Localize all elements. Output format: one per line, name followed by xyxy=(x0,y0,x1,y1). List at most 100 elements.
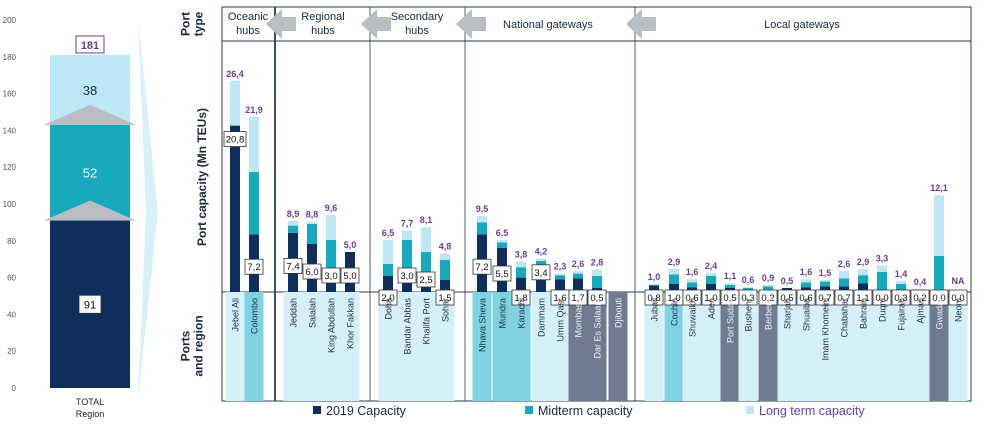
port-band-dar-es-salaam xyxy=(587,292,607,401)
row-label-capacity: Port capacity (Mn TEUs) xyxy=(195,108,209,246)
total-label-sohar: 4,8 xyxy=(439,242,452,252)
value2019-label-chabahar: 0,7 xyxy=(837,293,850,304)
port-type-header: National gateways xyxy=(503,19,593,31)
legend-label: Long term capacity xyxy=(759,404,865,418)
value2019-box-shuwaikh xyxy=(682,289,702,306)
bar-jeddah-midterm xyxy=(288,225,298,233)
port-band-cochin xyxy=(664,292,684,401)
port-band-imam-khomeini xyxy=(815,292,835,401)
bar-mundra-longterm xyxy=(497,240,507,243)
port-band-shuwaikh xyxy=(682,292,702,401)
value2019-label-sohar: 1,5 xyxy=(438,293,451,304)
port-band-djibouti xyxy=(608,292,628,401)
bar-bushehr-longterm xyxy=(743,287,753,288)
port-band-gwadar xyxy=(929,292,949,401)
port-name-aden: Aden xyxy=(707,298,717,319)
value2019-label-duqm: 0,0 xyxy=(875,293,888,304)
port-band-aden xyxy=(701,292,721,401)
port-type-header: Local gateways xyxy=(764,19,840,31)
value2019-label-dammam: 3,4 xyxy=(534,268,547,279)
port-name-imam-khomeini: Imam Khomeini xyxy=(821,298,831,361)
bar-nhava-sheva-longterm xyxy=(477,216,487,223)
legend-swatch xyxy=(746,406,754,414)
bar-colombo-midterm xyxy=(249,172,259,235)
total-label-umm-qasr: 2,3 xyxy=(554,262,567,272)
port-band-king-abdullah xyxy=(321,292,341,401)
total-ytick-label: 60 xyxy=(7,274,16,283)
port-name-sohar: Sohar xyxy=(441,298,451,322)
bar-karachi-midterm xyxy=(516,267,526,278)
bar-bandar-abbas-midterm xyxy=(402,240,412,268)
value2019-label-sharjah: 0,5 xyxy=(780,293,793,304)
port-band-umm-qasr xyxy=(550,292,570,401)
value2019-box-imam-khomeini xyxy=(815,289,835,306)
total-label-duqm: 3,3 xyxy=(876,254,889,264)
total-segment-label: 91 xyxy=(84,299,96,311)
value2019-box-duqm xyxy=(872,289,892,306)
total-label-dammam: 4,2 xyxy=(535,246,548,256)
legend-swatch xyxy=(525,406,533,414)
value2019-box-bandar-abbas xyxy=(397,267,417,284)
value2019-label-mundra: 5,5 xyxy=(495,269,508,280)
bar-doha-longterm xyxy=(383,240,393,264)
bar-aden-midterm xyxy=(706,276,716,284)
total-ytick-label: 120 xyxy=(3,163,17,172)
port-name-salalah: Salalah xyxy=(308,298,318,328)
value2019-box-salalah xyxy=(302,263,322,280)
port-name-neom: Neom xyxy=(954,298,964,322)
port-name-sharjah: Sharjah xyxy=(783,298,793,329)
bar-doha-midterm xyxy=(383,264,393,276)
value2019-label-bandar-abbas: 3,0 xyxy=(400,271,413,282)
bar-imam-khomeini-midterm xyxy=(820,281,830,287)
bar-bandar-abbas-longterm xyxy=(402,230,412,240)
port-type-header: Oceanic hubs xyxy=(228,11,269,37)
bar-berbera-midterm xyxy=(763,286,773,291)
bar-port-sudan-midterm xyxy=(725,284,735,288)
bar-bahrain-longterm xyxy=(858,268,868,276)
value2019-label-bushehr: 0,3 xyxy=(741,293,754,304)
port-name-mundra: Mundra xyxy=(498,298,508,329)
value2019-box-jeddah xyxy=(283,257,303,274)
value2019-label-gwadar: 0,0 xyxy=(932,293,945,304)
value2019-label-dar-es-salaam: 0,5 xyxy=(590,293,603,304)
port-value-labels: 26,4 20,8 21,9 7,2 8,9 7,4 8,8 6,0 9,6 3,0 5,0 5,0 6… xyxy=(223,69,968,306)
port-name-jeddah: Jeddah xyxy=(289,298,299,328)
value2019-label-shuaiba: 0,6 xyxy=(799,293,812,304)
total-label-king-abdullah: 9,6 xyxy=(325,203,338,213)
bar-mombasa-midterm xyxy=(573,273,583,279)
value2019-label-cochin: 1,0 xyxy=(667,293,680,304)
total-label-doha: 6,5 xyxy=(382,228,395,238)
value2019-label-fujairah: 0,3 xyxy=(894,293,907,304)
value2019-label-port-sudan: 0,5 xyxy=(723,293,736,304)
port-band-karachi xyxy=(511,292,531,401)
total-ytick-label: 200 xyxy=(3,16,17,25)
bar-shuwaikh-longterm xyxy=(687,279,697,283)
port-band-shuaiba xyxy=(796,292,816,401)
total-ytick-label: 40 xyxy=(7,310,16,319)
total-label-bandar-abbas: 7,7 xyxy=(401,218,414,228)
value2019-box-neom xyxy=(948,289,968,306)
hierarchy-arrow-icon xyxy=(266,9,296,39)
total-label-jebel-ali: 26,4 xyxy=(226,69,244,79)
total-segment-label: 38 xyxy=(83,83,97,98)
port-band-dammam xyxy=(531,292,551,401)
port-name-port-sudan: Port Sudan xyxy=(726,298,736,343)
value2019-label-karachi: 1,8 xyxy=(514,293,527,304)
bar-king-abdullah-longterm xyxy=(326,215,336,240)
value2019-box-chabahar xyxy=(834,289,854,306)
port-type-label: Local gateways xyxy=(764,19,840,31)
total-label-salalah: 8,8 xyxy=(306,210,319,220)
port-type-label: Secondary xyxy=(391,11,444,23)
total-ytick-label: 80 xyxy=(7,237,16,246)
bar-dar-es-salaam-midterm xyxy=(592,276,602,288)
value2019-label-khor-fakkan: 5,0 xyxy=(343,271,356,282)
port-type-header: Regional hubs xyxy=(301,11,344,37)
bar-aden-longterm xyxy=(706,272,716,276)
hierarchy-arrow-icon xyxy=(456,9,486,39)
bar-shuwaikh-midterm xyxy=(687,282,697,288)
total-label-bahrain: 2,9 xyxy=(857,257,870,267)
bar-bahrain-midterm xyxy=(858,275,868,284)
total-label-karachi: 3,8 xyxy=(515,250,528,260)
total-label-cochin: 2,9 xyxy=(668,257,681,267)
